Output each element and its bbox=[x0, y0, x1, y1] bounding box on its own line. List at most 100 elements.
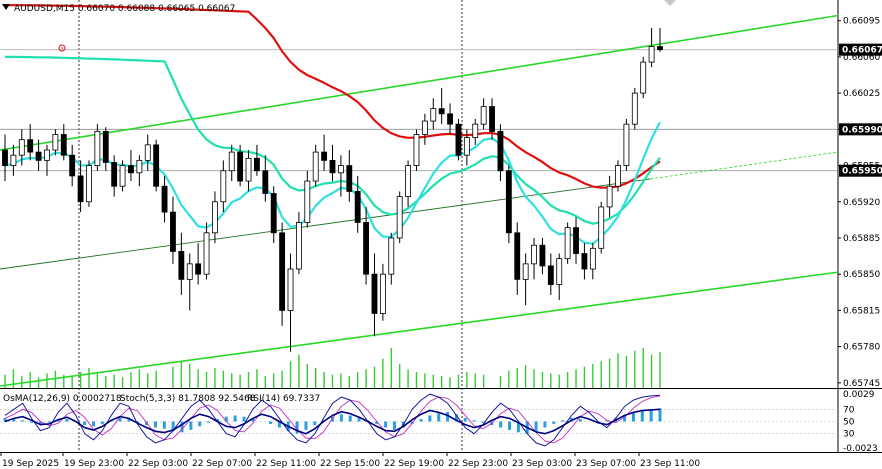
candle bbox=[60, 124, 67, 161]
indicator-level-label: 50 bbox=[843, 418, 855, 428]
candle-body bbox=[111, 162, 118, 187]
candle bbox=[237, 144, 244, 187]
candle bbox=[119, 160, 126, 192]
candle bbox=[631, 87, 638, 130]
candle-body bbox=[60, 134, 67, 156]
candle bbox=[102, 127, 109, 171]
candle-body bbox=[136, 159, 143, 174]
candle-body bbox=[472, 123, 479, 139]
candle-body bbox=[657, 46, 663, 51]
candle-body bbox=[153, 144, 160, 187]
candle-body bbox=[304, 180, 311, 223]
candle-body bbox=[438, 108, 445, 115]
price-tick-label: 0.66060 bbox=[843, 53, 880, 63]
price-tag-level[interactable]: 0.65950 bbox=[839, 164, 882, 177]
candle-body bbox=[203, 232, 210, 275]
candle-body bbox=[396, 196, 403, 239]
trend-channel-lines[interactable] bbox=[0, 14, 839, 387]
candle-body bbox=[413, 134, 420, 166]
time-tick-label: 19 Sep 2025 bbox=[2, 459, 59, 469]
price-tick-label: 0.66095 bbox=[843, 17, 880, 27]
candle-body bbox=[564, 227, 571, 260]
price-tag-label: 0.65990 bbox=[842, 125, 882, 135]
candle-body bbox=[405, 165, 411, 197]
candle bbox=[388, 232, 395, 285]
time-tick-label: 22 Sep 03:00 bbox=[128, 459, 188, 469]
ema-slow-line bbox=[5, 4, 661, 189]
candle bbox=[598, 201, 605, 254]
indicator-pane[interactable]: 0.0029 70 50 30 -0.0023 bbox=[0, 390, 878, 454]
candle bbox=[363, 206, 370, 285]
candlesticks bbox=[2, 27, 663, 352]
candle-body bbox=[556, 258, 563, 285]
candle bbox=[186, 253, 193, 311]
candle bbox=[86, 160, 92, 207]
price-tick-label: 0.65850 bbox=[843, 270, 880, 280]
candle-body bbox=[573, 227, 579, 254]
candle-body bbox=[547, 265, 554, 285]
candle bbox=[287, 253, 294, 352]
candle bbox=[472, 118, 479, 145]
time-tick-label: 23 Sep 07:00 bbox=[576, 459, 636, 469]
lower-channel-line[interactable] bbox=[0, 271, 839, 387]
candle-body bbox=[27, 139, 34, 153]
price-tag-box bbox=[839, 164, 882, 177]
rsi-line bbox=[4, 408, 661, 435]
candle bbox=[254, 144, 260, 176]
candle-body bbox=[505, 170, 512, 234]
alert-marker-icon[interactable] bbox=[58, 44, 66, 52]
price-tick-label: 0.65745 bbox=[843, 379, 880, 389]
price-tag-level[interactable]: 0.65990 bbox=[839, 123, 882, 136]
candle-body bbox=[270, 193, 277, 234]
candle bbox=[480, 98, 487, 130]
price-tag-box bbox=[839, 123, 882, 136]
candle-body bbox=[77, 175, 84, 203]
candle-body bbox=[295, 222, 302, 270]
candle bbox=[581, 243, 588, 280]
candle-body bbox=[18, 139, 25, 156]
candle bbox=[648, 27, 655, 68]
candle bbox=[52, 129, 59, 156]
candle bbox=[170, 196, 176, 264]
candle bbox=[136, 155, 143, 187]
candle-body bbox=[44, 149, 50, 161]
rsi-label: RSI(14) 69.7337 bbox=[247, 394, 320, 404]
time-tick-label: 23 Sep 11:00 bbox=[640, 459, 700, 469]
candle bbox=[379, 263, 386, 321]
price-tick-label: 0.66025 bbox=[843, 89, 880, 99]
candle bbox=[304, 170, 311, 228]
candle-body bbox=[522, 263, 529, 280]
price-tick-label: 0.65920 bbox=[843, 198, 880, 208]
candle-body bbox=[69, 154, 76, 177]
candle bbox=[203, 222, 210, 280]
ema-mid-line bbox=[5, 55, 661, 225]
candle bbox=[606, 175, 613, 218]
chart-shift-marker-icon[interactable] bbox=[664, 0, 676, 6]
candle bbox=[505, 165, 512, 244]
upper-channel-line[interactable] bbox=[0, 14, 839, 151]
candle-body bbox=[2, 149, 8, 166]
candle-body bbox=[329, 159, 336, 174]
candle-body bbox=[161, 185, 168, 213]
candle bbox=[18, 129, 25, 166]
candle-body bbox=[346, 165, 353, 192]
time-tick-label: 22 Sep 23:00 bbox=[448, 459, 508, 469]
price-axis[interactable]: 0.660950.660600.660250.659900.659550.659… bbox=[838, 17, 882, 389]
candle-body bbox=[337, 165, 344, 174]
candle-body bbox=[539, 244, 546, 267]
time-tick-label: 22 Sep 15:00 bbox=[320, 459, 380, 469]
candle-body bbox=[52, 134, 59, 151]
candle-body bbox=[623, 123, 630, 166]
candle bbox=[573, 217, 579, 264]
main-pane[interactable] bbox=[0, 0, 882, 453]
candle bbox=[270, 186, 277, 244]
middle-channel-line[interactable] bbox=[0, 178, 651, 270]
triangle-down-icon[interactable] bbox=[2, 4, 10, 10]
candle-body bbox=[497, 131, 504, 172]
candle bbox=[623, 118, 630, 171]
candle-body bbox=[237, 151, 244, 182]
price-tag-current[interactable]: 0.66067 bbox=[839, 43, 882, 56]
stoch-main-line bbox=[4, 393, 661, 447]
